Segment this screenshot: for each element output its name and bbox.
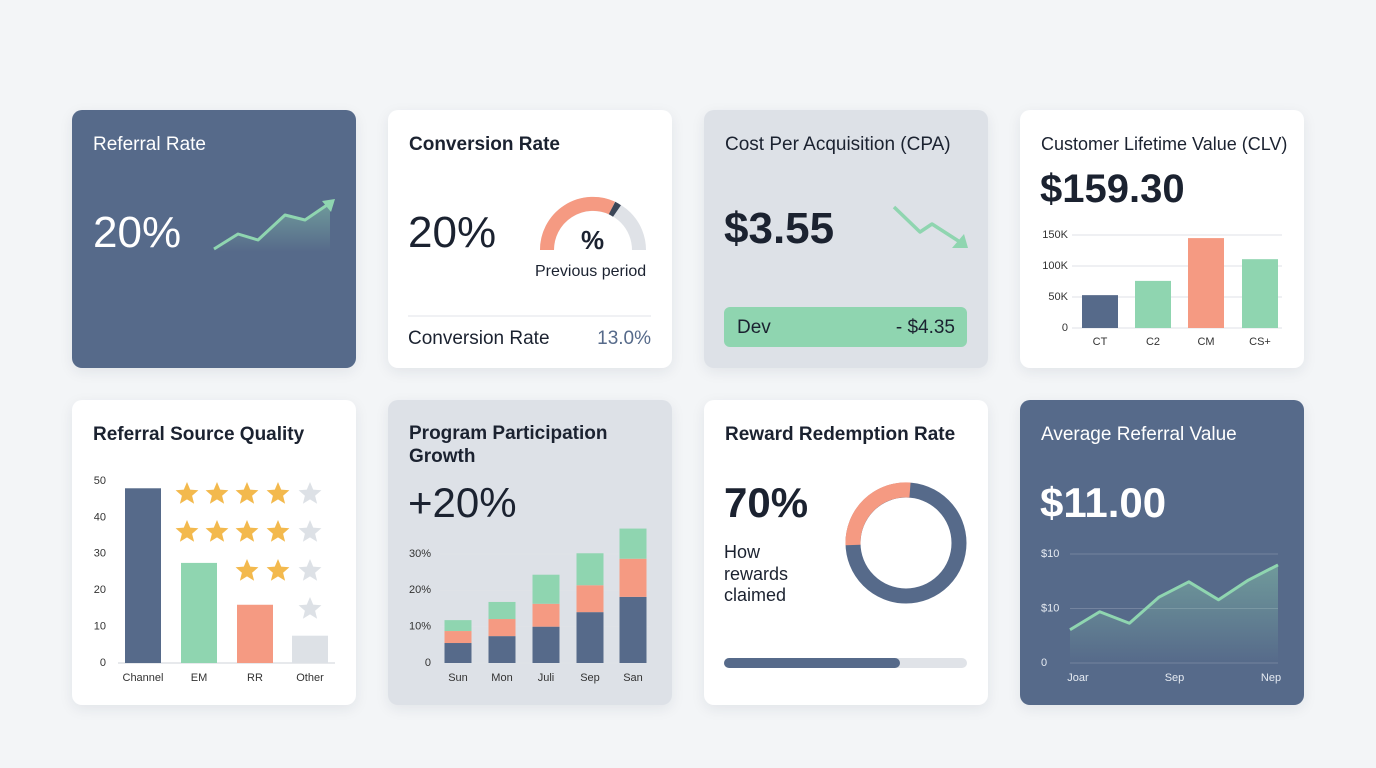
gauge-caption: Previous period: [535, 263, 647, 280]
pill-value: - $4.35: [895, 317, 955, 338]
card-title: Reward Redemption Rate: [725, 424, 956, 445]
card-title: Program Participation Growth: [409, 423, 608, 467]
footer-value: 13.0%: [597, 328, 651, 349]
pill-label: Dev: [737, 317, 771, 338]
gauge-label: %: [581, 225, 605, 255]
card: Conversion Rate 20% % Previous period Co…: [388, 110, 672, 368]
card-title: Referral Rate: [93, 134, 206, 155]
card-value: +20%: [408, 479, 517, 526]
card-value: 20%: [93, 208, 182, 257]
caption: How rewards claimed: [724, 542, 789, 605]
card: Customer Lifetime Value (CLV) $159.30: [1020, 110, 1304, 368]
card-title: Average Referral Value: [1041, 424, 1237, 445]
card-title: Conversion Rate: [409, 134, 560, 155]
card-value: $3.55: [724, 204, 835, 253]
card-title: Cost Per Acquisition (CPA): [725, 134, 951, 155]
card-title: Referral Source Quality: [93, 424, 305, 445]
card-value: $159.30: [1040, 167, 1185, 211]
card-title: Customer Lifetime Value (CLV): [1041, 134, 1288, 154]
card: Referral Source Quality: [72, 400, 356, 705]
pill: [724, 307, 967, 347]
card: Referral Rate 20%: [72, 110, 356, 368]
card-value: 70%: [724, 479, 809, 526]
card-value: 20%: [408, 208, 497, 257]
card: Reward Redemption Rate 70% How rewards c…: [704, 400, 988, 705]
card: Cost Per Acquisition (CPA) $3.55 Dev - $…: [704, 110, 988, 368]
footer-label: Conversion Rate: [408, 328, 550, 349]
card: Average Referral Value $11.00: [1020, 400, 1304, 705]
card: Program Participation Growth +20%: [388, 400, 672, 705]
card-value: $11.00: [1040, 479, 1167, 526]
